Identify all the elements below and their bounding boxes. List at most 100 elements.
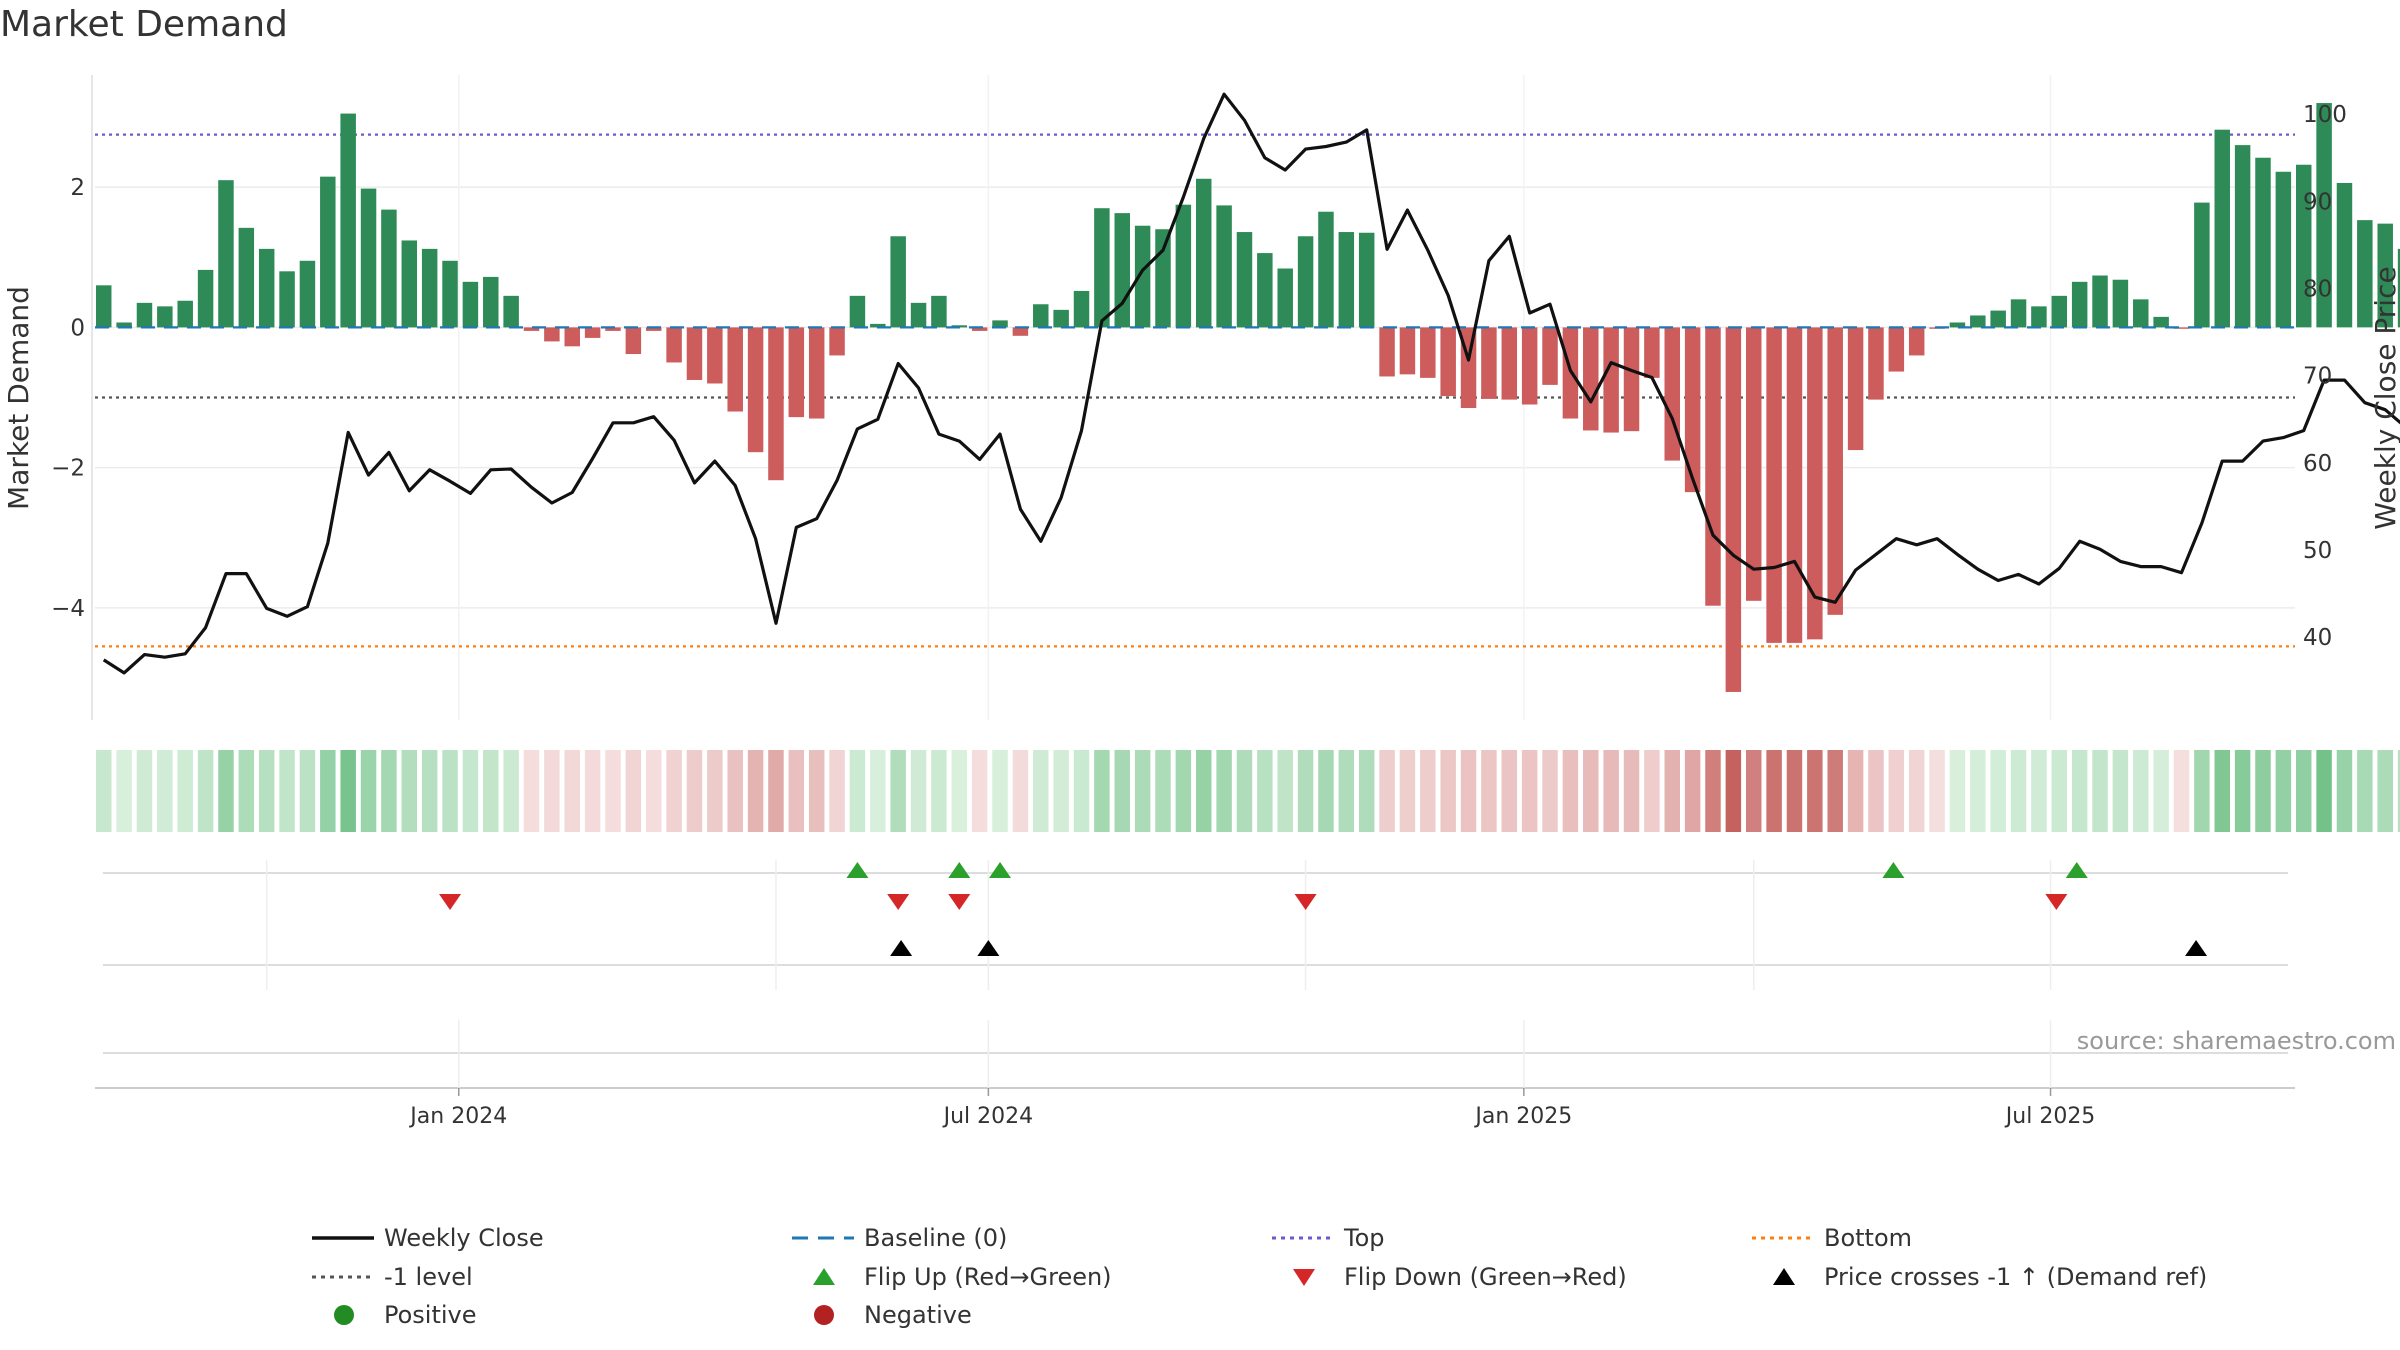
strip-cell	[1420, 750, 1436, 832]
demand-bar	[1053, 309, 1069, 328]
strip-cell	[1807, 750, 1823, 832]
strip-cell	[1888, 750, 1905, 832]
demand-bar	[177, 300, 193, 328]
demand-bar	[1603, 327, 1619, 433]
strip-cell	[2092, 750, 2108, 832]
strip-cell	[2295, 750, 2312, 832]
demand-bar	[401, 240, 418, 328]
demand-bar	[2275, 171, 2292, 328]
legend-label: Flip Down (Green→Red)	[1344, 1263, 1627, 1291]
strip-cell	[788, 750, 805, 832]
strip-cell	[2377, 750, 2393, 832]
strip-cell	[1318, 750, 1334, 832]
demand-bar	[462, 281, 479, 328]
strip-cell	[2051, 750, 2068, 832]
demand-bar	[1257, 253, 1273, 328]
demand-heat-strip	[95, 750, 2400, 832]
demand-bar	[197, 269, 214, 328]
demand-bar	[625, 327, 642, 355]
strip-cell	[1949, 750, 1966, 832]
strip-cell	[218, 750, 234, 832]
demand-bar	[1175, 204, 1192, 328]
demand-bar	[1766, 327, 1782, 643]
strip-cell	[1053, 750, 1069, 832]
strip-cell	[2173, 750, 2190, 832]
strip-cell	[564, 750, 580, 832]
strip-cell	[2031, 750, 2047, 832]
strip-cell	[523, 750, 540, 832]
flip-up-marker	[846, 862, 869, 878]
strip-cell	[2255, 750, 2271, 832]
legend-label: Positive	[384, 1301, 477, 1329]
strip-cell	[483, 750, 499, 832]
demand-bar	[870, 323, 886, 328]
x-tick-label: Jul 2025	[2004, 1104, 2096, 1129]
flip-down-marker	[439, 894, 462, 910]
strip-cell	[1562, 750, 1579, 832]
strip-cell	[2010, 750, 2027, 832]
demand-bar	[1481, 327, 1497, 399]
y-axis-label: Market Demand	[2, 286, 35, 510]
demand-bar	[2031, 306, 2047, 328]
demand-bar	[1542, 327, 1558, 385]
demand-bars	[95, 103, 2400, 692]
strip-cell	[1745, 750, 1762, 832]
demand-bar	[1440, 327, 1456, 397]
demand-bar	[2295, 164, 2312, 328]
demand-bar	[381, 209, 397, 328]
demand-bar	[1786, 327, 1803, 643]
demand-bar	[1033, 304, 1049, 328]
strip-cell	[2275, 750, 2292, 832]
flip-up-marker	[2065, 862, 2088, 878]
strip-cell	[299, 750, 316, 832]
strip-cell	[1236, 750, 1253, 832]
demand-bar	[1868, 327, 1884, 400]
demand-bar	[2357, 220, 2373, 328]
strip-cell	[238, 750, 255, 832]
demand-bar	[1949, 322, 1966, 328]
strip-cell	[360, 750, 377, 832]
strip-cell	[1725, 750, 1742, 832]
legend-label: Baseline (0)	[864, 1224, 1007, 1252]
strip-cell	[1216, 750, 1232, 832]
y2-tick-label: 60	[2303, 451, 2332, 477]
demand-bar	[299, 260, 316, 328]
demand-bar	[483, 276, 499, 328]
demand-bar	[1970, 315, 1986, 328]
demand-bar	[95, 285, 112, 328]
demand-bar	[1684, 327, 1701, 493]
strip-cell	[1195, 750, 1212, 832]
event-markers	[103, 860, 2288, 1054]
strip-cell	[645, 750, 662, 832]
legend-label: Negative	[864, 1301, 972, 1329]
demand-bar	[2397, 248, 2400, 328]
strip-cell	[1521, 750, 1538, 832]
flip-up-marker	[1882, 862, 1905, 878]
demand-bar	[686, 327, 703, 380]
strip-cell	[2194, 750, 2210, 832]
strip-cell	[1399, 750, 1416, 832]
strip-cell	[1684, 750, 1701, 832]
strip-cell	[320, 750, 336, 832]
strip-cell	[910, 750, 927, 832]
demand-bar	[2316, 103, 2332, 328]
demand-bar	[2092, 275, 2108, 328]
demand-bar	[360, 188, 377, 328]
demand-bar	[1623, 327, 1640, 432]
demand-bar	[2051, 295, 2068, 328]
demand-bar	[788, 327, 805, 418]
strip-cell	[401, 750, 418, 832]
price-cross-marker	[2185, 940, 2208, 956]
demand-bar	[2133, 299, 2149, 328]
demand-bar	[1807, 327, 1823, 640]
demand-bar	[584, 327, 601, 338]
demand-bar	[1114, 213, 1130, 328]
demand-bar	[503, 295, 519, 328]
strip-cell	[1440, 750, 1456, 832]
grid	[95, 75, 2295, 720]
demand-bar	[1277, 268, 1293, 328]
demand-bar	[523, 327, 540, 331]
demand-bar	[1012, 327, 1029, 336]
strip-cell	[1481, 750, 1497, 832]
legend-swatch	[814, 1305, 834, 1325]
